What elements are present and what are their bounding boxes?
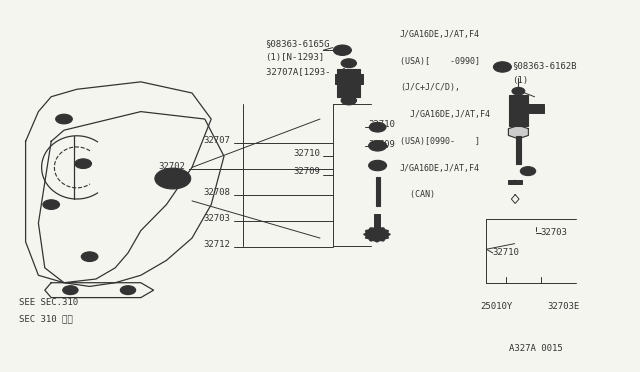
Text: 32703: 32703 xyxy=(204,214,230,223)
Circle shape xyxy=(81,252,98,262)
Text: S: S xyxy=(500,62,505,71)
Circle shape xyxy=(79,161,88,166)
Text: §08363-6165G: §08363-6165G xyxy=(266,39,330,48)
Circle shape xyxy=(520,167,536,176)
Circle shape xyxy=(512,87,525,95)
Text: 32709: 32709 xyxy=(293,167,320,176)
Text: J/GA16DE,J/AT,F4: J/GA16DE,J/AT,F4 xyxy=(400,164,480,173)
Text: 32707: 32707 xyxy=(204,136,230,145)
Text: 32710: 32710 xyxy=(293,149,320,158)
Circle shape xyxy=(525,169,531,173)
Circle shape xyxy=(365,237,369,239)
Circle shape xyxy=(63,286,78,295)
Text: SEC 310 参照: SEC 310 参照 xyxy=(19,314,73,323)
Circle shape xyxy=(369,239,373,241)
Text: (1): (1) xyxy=(512,76,528,85)
Text: §08363-6162B: §08363-6162B xyxy=(512,61,577,70)
Text: SEE SEC.310: SEE SEC.310 xyxy=(19,298,78,307)
Circle shape xyxy=(381,227,385,230)
Bar xyxy=(337,69,360,97)
Circle shape xyxy=(365,230,369,232)
Circle shape xyxy=(333,45,351,55)
Text: 32709: 32709 xyxy=(368,140,395,149)
Text: (J/C+J/C/D),: (J/C+J/C/D), xyxy=(400,83,460,92)
Circle shape xyxy=(369,160,387,171)
Circle shape xyxy=(375,227,379,229)
Circle shape xyxy=(120,286,136,295)
Text: J/GA16DE,J/AT,F4: J/GA16DE,J/AT,F4 xyxy=(400,110,490,119)
Circle shape xyxy=(369,227,373,230)
Bar xyxy=(335,74,341,84)
Circle shape xyxy=(493,62,511,72)
Circle shape xyxy=(511,180,518,184)
Text: 32702: 32702 xyxy=(159,162,186,171)
Circle shape xyxy=(387,233,390,235)
Circle shape xyxy=(341,96,356,105)
Text: J/GA16DE,J/AT,F4: J/GA16DE,J/AT,F4 xyxy=(400,30,480,39)
Circle shape xyxy=(369,122,386,132)
Circle shape xyxy=(341,59,356,68)
Text: A327A 0015: A327A 0015 xyxy=(509,344,563,353)
Polygon shape xyxy=(508,125,529,139)
Circle shape xyxy=(155,168,191,189)
Bar xyxy=(528,104,544,113)
Circle shape xyxy=(364,233,367,235)
Circle shape xyxy=(372,231,382,237)
Text: (1)[N-1293]: (1)[N-1293] xyxy=(266,53,324,62)
Bar xyxy=(376,177,380,206)
Circle shape xyxy=(75,159,92,169)
Circle shape xyxy=(375,240,379,242)
Text: 32710: 32710 xyxy=(368,120,395,129)
Circle shape xyxy=(43,200,60,209)
Circle shape xyxy=(369,141,387,151)
Circle shape xyxy=(385,237,389,239)
Circle shape xyxy=(47,202,56,207)
Text: 32712: 32712 xyxy=(204,240,230,249)
Text: (USA)[0990-    ]: (USA)[0990- ] xyxy=(400,137,480,146)
Bar xyxy=(356,74,363,84)
Text: 32703: 32703 xyxy=(541,228,568,237)
Text: 25010Y: 25010Y xyxy=(480,302,512,311)
Circle shape xyxy=(374,125,381,129)
Circle shape xyxy=(365,228,388,241)
Bar xyxy=(508,180,522,184)
Text: (USA)[    -0990]: (USA)[ -0990] xyxy=(400,57,480,65)
Circle shape xyxy=(60,116,68,122)
Circle shape xyxy=(163,173,182,184)
Circle shape xyxy=(56,114,72,124)
Circle shape xyxy=(381,239,385,241)
Text: 32707A[1293-  ]: 32707A[1293- ] xyxy=(266,67,346,76)
Text: (CAN): (CAN) xyxy=(400,190,435,199)
Bar xyxy=(369,145,387,147)
Bar xyxy=(516,136,521,164)
Text: 32708: 32708 xyxy=(204,188,230,197)
Text: S: S xyxy=(340,46,345,55)
Circle shape xyxy=(385,230,389,232)
Bar xyxy=(509,95,528,126)
Bar xyxy=(374,214,380,234)
Text: 32710: 32710 xyxy=(493,248,520,257)
Text: 32703E: 32703E xyxy=(547,302,579,311)
Circle shape xyxy=(85,254,94,259)
